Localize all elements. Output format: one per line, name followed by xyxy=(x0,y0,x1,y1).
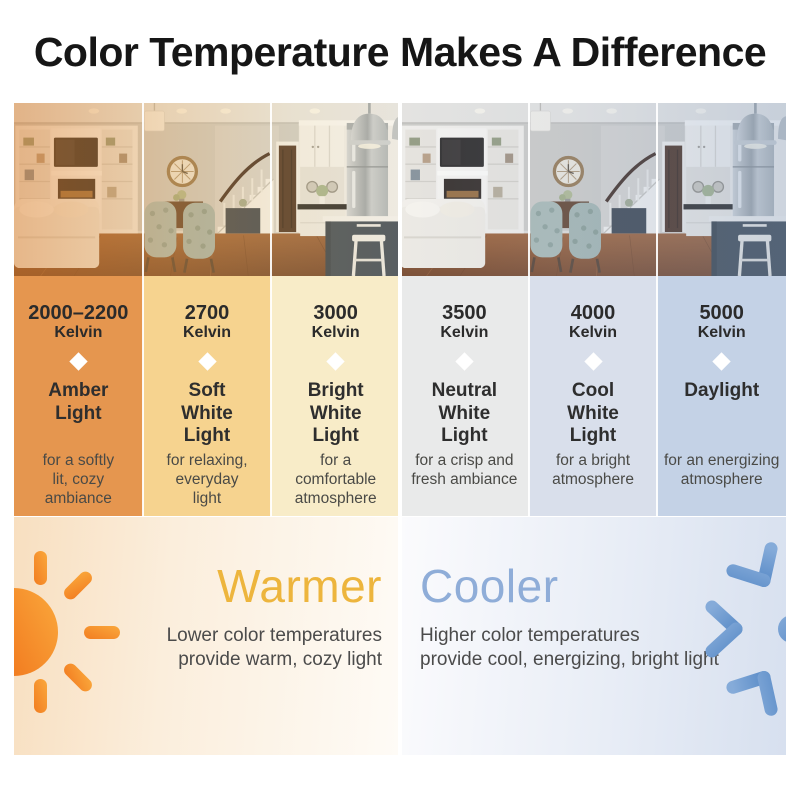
light-name: Neutral White Light xyxy=(431,380,498,447)
diamond-icon xyxy=(326,352,345,372)
column-cool-white-light: 4000 Kelvin Cool White Light for a brigh… xyxy=(528,276,658,516)
light-name: Cool White Light xyxy=(567,380,619,447)
summary-panels: Warmer Lower color temperatures provide … xyxy=(14,517,786,755)
diamond-icon xyxy=(583,352,603,372)
room-photo-warm xyxy=(14,103,400,276)
kelvin-unit: Kelvin xyxy=(54,324,103,341)
light-name: Bright White Light xyxy=(307,380,364,447)
column-daylight: 5000 Kelvin Daylight for an energizing a… xyxy=(657,276,787,516)
kelvin-unit: Kelvin xyxy=(183,324,232,341)
kelvin-value: 3000 xyxy=(313,302,358,324)
kelvin-value: 2700 xyxy=(184,302,230,324)
room-photo-cool xyxy=(400,103,786,276)
cool-tint-overlay xyxy=(400,103,786,276)
kelvin-value: 3500 xyxy=(442,302,487,324)
warmer-panel: Warmer Lower color temperatures provide … xyxy=(14,517,398,755)
kelvin-value: 4000 xyxy=(570,302,616,324)
kelvin-unit: Kelvin xyxy=(440,324,489,341)
light-description: for a comfortable atmosphere xyxy=(294,452,377,508)
cooler-text-block: Cooler Higher color temperatures provide… xyxy=(420,563,719,671)
cooler-heading: Cooler xyxy=(420,560,559,612)
diamond-icon xyxy=(712,352,731,372)
column-neutral-white-light: 3500 Kelvin Neutral White Light for a cr… xyxy=(400,276,529,516)
kelvin-value: 5000 xyxy=(699,302,744,324)
light-description: for a softly lit, cozy ambiance xyxy=(42,452,115,508)
infographic-board: 2000–2200 Kelvin Amber Light for a softl… xyxy=(14,103,787,516)
kelvin-unit: Kelvin xyxy=(697,324,746,341)
column-soft-white-light: 2700 Kelvin Soft White Light for relaxin… xyxy=(142,276,272,516)
light-description: for a crisp and fresh ambiance xyxy=(411,452,518,489)
kelvin-unit: Kelvin xyxy=(311,324,360,341)
kelvin-value: 2000–2200 xyxy=(28,302,129,324)
diamond-icon xyxy=(69,352,88,372)
light-name: Daylight xyxy=(684,380,760,402)
light-description: for relaxing, everyday light xyxy=(166,452,248,508)
snowflake-icon xyxy=(693,542,786,716)
photo-strip xyxy=(14,103,786,276)
page-title: Color Temperature Makes A Difference xyxy=(33,29,767,75)
cooler-panel: Cooler Higher color temperatures provide… xyxy=(402,517,786,755)
kelvin-columns: 2000–2200 Kelvin Amber Light for a softl… xyxy=(14,276,787,516)
kelvin-unit: Kelvin xyxy=(569,324,618,341)
diamond-icon xyxy=(455,352,474,372)
column-bright-white-light: 3000 Kelvin Bright White Light for a com… xyxy=(271,276,401,516)
diamond-icon xyxy=(197,352,217,372)
warmer-description: Lower color temperatures provide warm, c… xyxy=(166,625,382,670)
light-description: for a bright atmosphere xyxy=(552,452,634,489)
warm-tint-overlay xyxy=(14,103,400,276)
column-amber-light: 2000–2200 Kelvin Amber Light for a softl… xyxy=(14,276,143,516)
cooler-description: Higher color temperatures provide cool, … xyxy=(420,625,719,670)
light-name: Amber Light xyxy=(48,380,109,424)
warmer-heading: Warmer xyxy=(217,560,382,612)
light-description: for an energizing atmosphere xyxy=(663,452,780,489)
sun-icon xyxy=(14,551,120,713)
light-name: Soft White Light xyxy=(181,380,233,447)
warmer-text-block: Warmer Lower color temperatures provide … xyxy=(167,563,382,671)
